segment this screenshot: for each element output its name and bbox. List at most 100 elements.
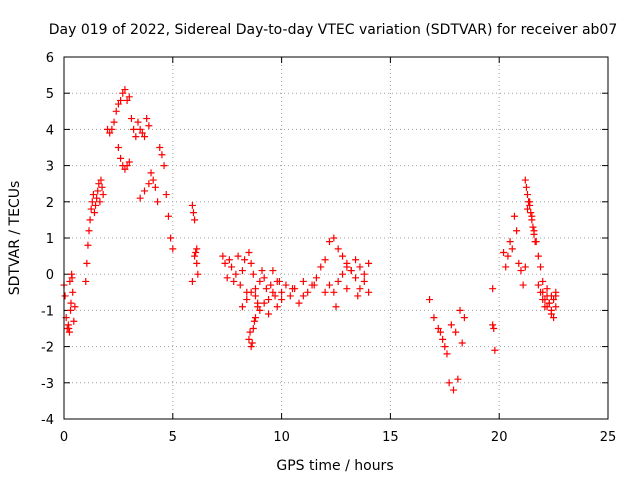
data-point bbox=[445, 379, 453, 387]
data-point bbox=[299, 292, 307, 300]
data-point bbox=[447, 321, 455, 329]
data-point bbox=[245, 248, 253, 256]
data-point bbox=[343, 263, 351, 271]
data-point bbox=[221, 259, 229, 267]
data-point bbox=[506, 238, 514, 246]
data-point bbox=[523, 191, 531, 199]
data-point bbox=[426, 296, 434, 304]
data-point bbox=[110, 118, 118, 126]
data-point bbox=[123, 96, 131, 104]
data-point bbox=[234, 252, 242, 260]
data-point bbox=[193, 245, 201, 253]
data-point bbox=[188, 201, 196, 209]
data-point bbox=[517, 267, 525, 275]
data-point bbox=[67, 306, 75, 314]
data-point bbox=[225, 256, 233, 264]
data-point bbox=[145, 180, 153, 188]
data-point bbox=[158, 151, 166, 159]
y-tick-label: -3 bbox=[41, 377, 54, 392]
data-point bbox=[243, 296, 251, 304]
data-point bbox=[534, 281, 542, 289]
data-point bbox=[88, 198, 96, 206]
data-point bbox=[164, 212, 172, 220]
data-point bbox=[295, 299, 303, 307]
data-point bbox=[256, 277, 264, 285]
data-point bbox=[191, 252, 199, 260]
data-point bbox=[192, 248, 200, 256]
data-point bbox=[269, 288, 277, 296]
data-point bbox=[262, 285, 270, 293]
data-point bbox=[130, 125, 138, 133]
data-point bbox=[513, 227, 521, 235]
y-tick-label: 4 bbox=[46, 123, 54, 138]
data-point bbox=[145, 122, 153, 130]
x-tick-label: 10 bbox=[273, 430, 290, 445]
data-point bbox=[537, 263, 545, 271]
data-point bbox=[169, 245, 177, 253]
data-point bbox=[119, 89, 127, 97]
data-point bbox=[304, 288, 312, 296]
data-point bbox=[347, 267, 355, 275]
data-point bbox=[65, 328, 73, 336]
data-point bbox=[236, 281, 244, 289]
data-point bbox=[114, 144, 122, 151]
data-point bbox=[286, 292, 294, 300]
data-point bbox=[117, 154, 125, 162]
data-point bbox=[95, 180, 103, 188]
y-tick-label: 0 bbox=[46, 268, 54, 283]
data-point bbox=[188, 277, 196, 285]
data-point bbox=[238, 267, 246, 275]
axis-ticks: 0 5 10 15 20 25 -4 -3 -2 -1 0 1 2 3 4 5 6 bbox=[41, 51, 616, 445]
data-point bbox=[339, 252, 347, 260]
y-tick-label: 5 bbox=[46, 87, 54, 102]
data-point bbox=[83, 259, 91, 267]
data-point bbox=[312, 274, 320, 282]
data-point bbox=[330, 288, 338, 296]
data-point bbox=[489, 321, 497, 329]
data-point bbox=[282, 281, 290, 289]
data-point bbox=[278, 296, 286, 304]
data-point bbox=[241, 256, 249, 264]
data-point bbox=[325, 281, 333, 289]
data-point bbox=[299, 277, 307, 285]
data-point bbox=[508, 245, 516, 253]
data-point bbox=[162, 191, 170, 199]
y-tick-label: 3 bbox=[46, 160, 54, 175]
data-point bbox=[219, 252, 227, 260]
y-tick-label: 6 bbox=[46, 51, 54, 66]
data-point bbox=[271, 292, 279, 300]
data-point bbox=[278, 288, 286, 296]
data-point bbox=[84, 241, 92, 249]
data-point bbox=[189, 209, 197, 217]
data-point bbox=[149, 176, 157, 184]
data-point bbox=[456, 306, 464, 314]
data-point bbox=[96, 198, 104, 206]
data-point bbox=[526, 201, 534, 209]
data-point bbox=[247, 343, 255, 351]
data-point bbox=[92, 201, 100, 209]
data-point bbox=[510, 212, 518, 220]
y-tick-label: -4 bbox=[41, 413, 54, 428]
data-point bbox=[523, 205, 531, 213]
data-point bbox=[550, 296, 558, 304]
data-point bbox=[325, 238, 333, 246]
data-point bbox=[89, 191, 97, 199]
data-point bbox=[343, 285, 351, 293]
x-tick-label: 25 bbox=[600, 430, 617, 445]
y-axis-label: SDTVAR / TECUs bbox=[7, 181, 23, 296]
data-point bbox=[265, 310, 273, 318]
data-point bbox=[82, 277, 90, 285]
data-point bbox=[247, 288, 255, 296]
data-point bbox=[365, 259, 373, 267]
data-point bbox=[489, 285, 497, 293]
data-point bbox=[527, 209, 535, 217]
data-point bbox=[125, 158, 133, 166]
data-point bbox=[223, 274, 231, 282]
data-point bbox=[249, 270, 257, 278]
data-point bbox=[521, 176, 529, 184]
y-tick-label: 2 bbox=[46, 196, 54, 211]
data-point bbox=[552, 303, 560, 311]
data-point bbox=[317, 263, 325, 271]
x-tick-label: 15 bbox=[382, 430, 399, 445]
